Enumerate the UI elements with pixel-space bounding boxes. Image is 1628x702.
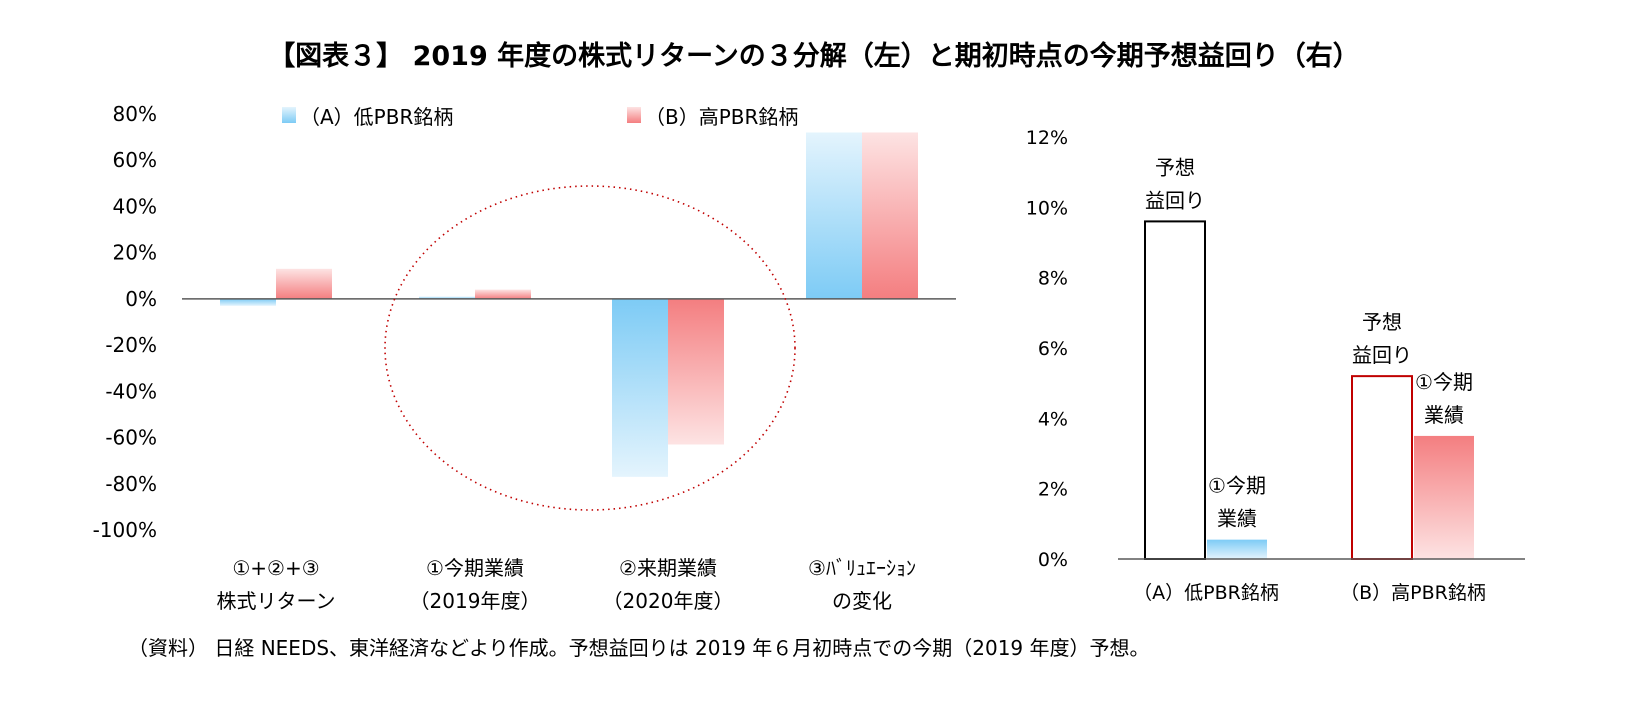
bar-series-a xyxy=(419,296,475,299)
y-tick-label: 2% xyxy=(1038,479,1068,501)
x-category-label: （2019年度） xyxy=(410,589,541,613)
y-tick-label: 12% xyxy=(1026,127,1068,149)
bar-series-a xyxy=(806,132,862,299)
y-tick-label: -40% xyxy=(105,379,157,403)
y-tick-label: 20% xyxy=(113,241,157,265)
bar-forecast-yield xyxy=(1351,375,1413,560)
bar-series-b xyxy=(475,289,531,299)
y-tick-label: 4% xyxy=(1038,408,1068,430)
bar-data-label: ①今期 xyxy=(1415,370,1473,394)
bar-series-b xyxy=(276,268,332,299)
y-tick-label: 60% xyxy=(113,148,157,172)
bar-data-label: 益回り xyxy=(1352,343,1412,367)
bar-series-b xyxy=(668,298,724,445)
x-category-label: の変化 xyxy=(832,589,892,613)
bar-series-a xyxy=(612,298,668,477)
legend-swatch-a xyxy=(282,107,296,123)
bar-series-b xyxy=(862,132,918,299)
legend-label-a: （A）低PBR銘柄 xyxy=(300,105,453,129)
x-category-label: ②来期業績 xyxy=(619,556,717,580)
x-category-label: （2020年度） xyxy=(603,589,734,613)
bar-data-label: 業績 xyxy=(1217,507,1257,531)
x-category-label: （B）高PBR銘柄 xyxy=(1340,582,1486,604)
bar-data-label: 予想 xyxy=(1362,310,1402,334)
y-tick-label: 0% xyxy=(125,287,157,311)
source-note: （資料） 日経 NEEDS、東洋経済などより作成。予想益回りは 2019 年６月… xyxy=(128,636,1150,660)
y-tick-label: 0% xyxy=(1038,549,1068,571)
bar-data-label: 益回り xyxy=(1145,188,1205,212)
x-category-label: 株式リターン xyxy=(217,589,336,613)
bar-data-label: ①今期 xyxy=(1208,474,1266,498)
y-tick-label: 40% xyxy=(113,194,157,218)
y-tick-label: 6% xyxy=(1038,338,1068,360)
legend-label-b: （B）高PBR銘柄 xyxy=(645,105,798,129)
x-category-label: ①+②+③ xyxy=(232,556,319,580)
x-category-label: ①今期業績 xyxy=(426,556,524,580)
y-tick-label: 8% xyxy=(1038,268,1068,290)
y-tick-label: 10% xyxy=(1026,197,1068,219)
bar-data-label: 予想 xyxy=(1155,155,1195,179)
y-tick-label: 80% xyxy=(113,102,157,126)
highlight-circle xyxy=(384,185,796,511)
bar-series-a xyxy=(220,298,276,306)
legend-swatch-b xyxy=(627,107,641,123)
bar-current-earnings xyxy=(1414,435,1474,559)
y-tick-label: -80% xyxy=(105,472,157,496)
y-tick-label: -60% xyxy=(105,426,157,450)
bar-data-label: 業績 xyxy=(1424,403,1464,427)
left-chart: 80% 60% 40% 20% 0% -20% -40% -60% -80% -100% ①+②+③… xyxy=(93,102,956,613)
bar-current-earnings xyxy=(1207,539,1267,559)
x-category-label: （A）低PBR銘柄 xyxy=(1133,582,1279,604)
x-category-label: ③ﾊﾞﾘｭｴｰｼｮﾝ xyxy=(808,556,916,580)
right-chart: 12%10%8%6%4%2%0%予想益回り①今期業績予想益回り①今期業績（A）低… xyxy=(1026,127,1525,604)
chart-title: 【図表３】 2019 年度の株式リターンの３分解（左）と期初時点の今期予想益回り… xyxy=(268,41,1360,72)
bar-forecast-yield xyxy=(1144,220,1206,560)
y-tick-label: -100% xyxy=(93,518,157,542)
y-tick-label: -20% xyxy=(105,333,157,357)
